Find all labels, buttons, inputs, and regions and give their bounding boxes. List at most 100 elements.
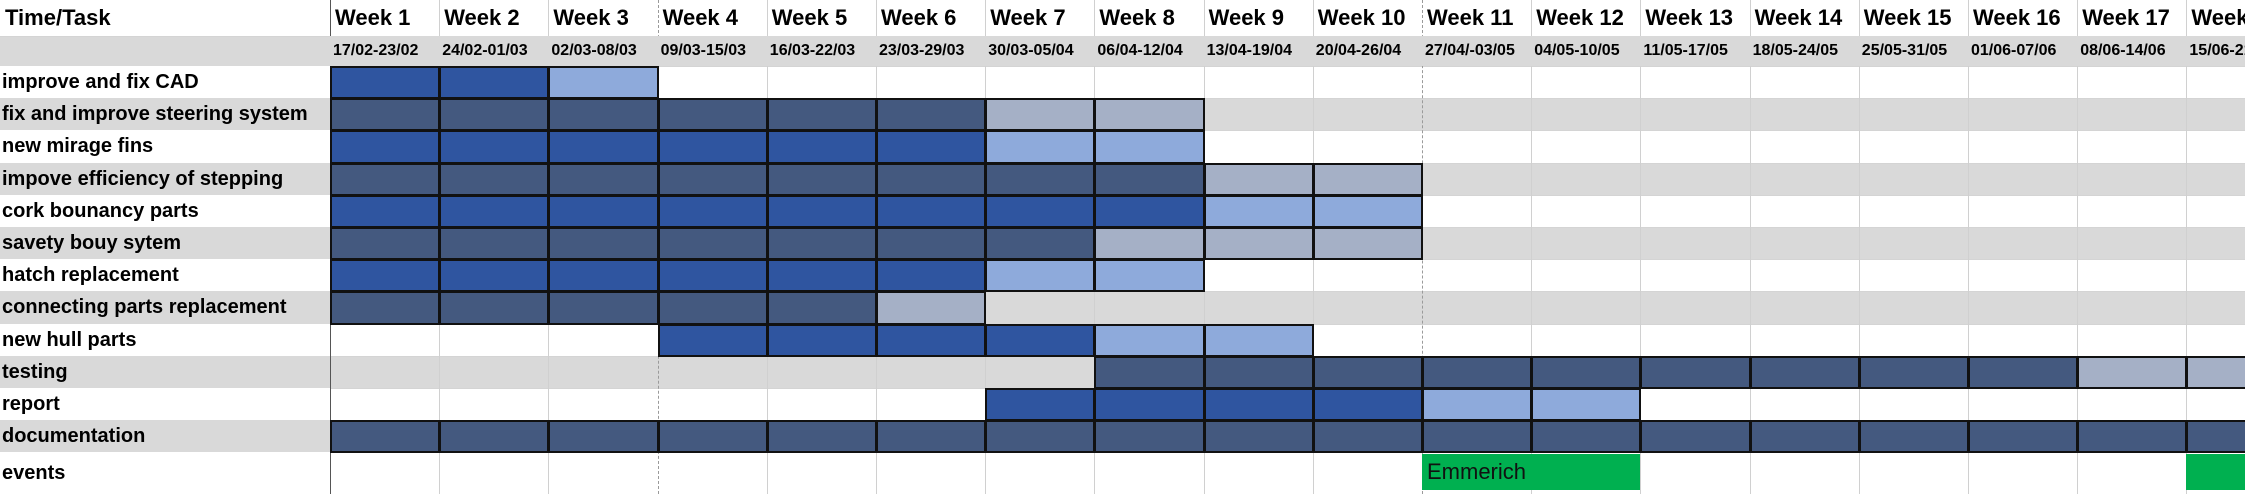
schedule-block[interactable]: [876, 163, 986, 196]
schedule-block[interactable]: [439, 420, 549, 453]
week-header-13[interactable]: Week 13: [1640, 0, 1749, 36]
schedule-block[interactable]: [767, 195, 877, 228]
schedule-block[interactable]: [1204, 163, 1314, 196]
schedule-block[interactable]: [548, 259, 658, 292]
week-header-3[interactable]: Week 3: [548, 0, 657, 36]
week-header-17[interactable]: Week 17: [2077, 0, 2186, 36]
schedule-block[interactable]: [658, 324, 768, 357]
schedule-block[interactable]: [330, 163, 440, 196]
week-header-4[interactable]: Week 4: [658, 0, 767, 36]
events-label[interactable]: events: [0, 452, 330, 494]
week-dates-16[interactable]: 01/06-07/06: [1968, 36, 2077, 66]
schedule-block[interactable]: [1094, 388, 1204, 421]
schedule-block[interactable]: [658, 259, 768, 292]
schedule-block[interactable]: [658, 291, 768, 324]
schedule-block[interactable]: [767, 227, 877, 260]
schedule-block[interactable]: [439, 163, 549, 196]
schedule-block[interactable]: [876, 420, 986, 453]
schedule-block[interactable]: [985, 98, 1095, 131]
schedule-block[interactable]: [330, 227, 440, 260]
schedule-block[interactable]: [1204, 388, 1314, 421]
task-label[interactable]: cork bounancy parts: [0, 195, 330, 227]
task-label[interactable]: documentation: [0, 420, 330, 452]
week-header-1[interactable]: Week 1: [330, 0, 439, 36]
schedule-block[interactable]: [439, 291, 549, 324]
schedule-block[interactable]: [876, 324, 986, 357]
schedule-block[interactable]: [439, 195, 549, 228]
event-block[interactable]: Emmerich: [1422, 454, 1640, 490]
schedule-block[interactable]: [1750, 420, 1860, 453]
schedule-block[interactable]: [1968, 420, 2078, 453]
schedule-block[interactable]: [767, 130, 877, 163]
schedule-block[interactable]: [330, 291, 440, 324]
schedule-block[interactable]: [985, 227, 1095, 260]
schedule-block[interactable]: [1094, 98, 1204, 131]
schedule-block[interactable]: [876, 195, 986, 228]
schedule-block[interactable]: [439, 259, 549, 292]
week-header-10[interactable]: Week 10: [1313, 0, 1422, 36]
schedule-block[interactable]: [1750, 356, 1860, 389]
schedule-block[interactable]: [2186, 356, 2245, 389]
schedule-block[interactable]: [548, 291, 658, 324]
schedule-block[interactable]: [658, 130, 768, 163]
schedule-block[interactable]: [1422, 388, 1532, 421]
corner-header-cell[interactable]: Time/Task: [0, 0, 330, 36]
schedule-block[interactable]: [1094, 163, 1204, 196]
schedule-block[interactable]: [1640, 356, 1750, 389]
schedule-block[interactable]: [330, 130, 440, 163]
schedule-block[interactable]: [1859, 420, 1969, 453]
task-label[interactable]: impove efficiency of stepping: [0, 163, 330, 195]
schedule-block[interactable]: [439, 227, 549, 260]
week-dates-5[interactable]: 16/03-22/03: [767, 36, 876, 66]
task-label[interactable]: new hull parts: [0, 324, 330, 356]
week-header-14[interactable]: Week 14: [1750, 0, 1859, 36]
schedule-block[interactable]: [2077, 420, 2187, 453]
week-dates-3[interactable]: 02/03-08/03: [548, 36, 657, 66]
schedule-block[interactable]: [548, 66, 658, 99]
schedule-block[interactable]: [439, 66, 549, 99]
week-dates-7[interactable]: 30/03-05/04: [985, 36, 1094, 66]
schedule-block[interactable]: [1422, 420, 1532, 453]
schedule-block[interactable]: [876, 98, 986, 131]
week-dates-6[interactable]: 23/03-29/03: [876, 36, 985, 66]
schedule-block[interactable]: [767, 163, 877, 196]
schedule-block[interactable]: [658, 227, 768, 260]
schedule-block[interactable]: [658, 420, 768, 453]
schedule-block[interactable]: [330, 66, 440, 99]
week-header-2[interactable]: Week 2: [439, 0, 548, 36]
task-label[interactable]: improve and fix CAD: [0, 66, 330, 98]
schedule-block[interactable]: [767, 259, 877, 292]
task-label[interactable]: connecting parts replacement: [0, 291, 330, 323]
schedule-block[interactable]: [1968, 356, 2078, 389]
schedule-block[interactable]: [439, 98, 549, 131]
week-dates-12[interactable]: 04/05-10/05: [1531, 36, 1640, 66]
schedule-block[interactable]: [876, 291, 986, 324]
schedule-block[interactable]: [658, 98, 768, 131]
task-label[interactable]: hatch replacement: [0, 259, 330, 291]
week-header-6[interactable]: Week 6: [876, 0, 985, 36]
schedule-block[interactable]: [1094, 259, 1204, 292]
schedule-block[interactable]: [1640, 420, 1750, 453]
week-dates-10[interactable]: 20/04-26/04: [1313, 36, 1422, 66]
schedule-block[interactable]: [548, 227, 658, 260]
week-dates-8[interactable]: 06/04-12/04: [1094, 36, 1203, 66]
schedule-block[interactable]: [548, 163, 658, 196]
task-label[interactable]: testing: [0, 356, 330, 388]
schedule-block[interactable]: [1094, 324, 1204, 357]
schedule-block[interactable]: [985, 420, 1095, 453]
schedule-block[interactable]: [1204, 227, 1314, 260]
task-label[interactable]: savety bouy sytem: [0, 227, 330, 259]
schedule-block[interactable]: [330, 259, 440, 292]
schedule-block[interactable]: [876, 259, 986, 292]
week-dates-1[interactable]: 17/02-23/02: [330, 36, 439, 66]
week-dates-18[interactable]: 15/06-21/06: [2186, 36, 2245, 66]
schedule-block[interactable]: [767, 324, 877, 357]
schedule-block[interactable]: [767, 98, 877, 131]
task-label[interactable]: report: [0, 388, 330, 420]
schedule-block[interactable]: [548, 420, 658, 453]
schedule-block[interactable]: [985, 324, 1095, 357]
schedule-block[interactable]: [985, 195, 1095, 228]
week-dates-15[interactable]: 25/05-31/05: [1859, 36, 1968, 66]
schedule-block[interactable]: [1531, 356, 1641, 389]
schedule-block[interactable]: [1313, 420, 1423, 453]
